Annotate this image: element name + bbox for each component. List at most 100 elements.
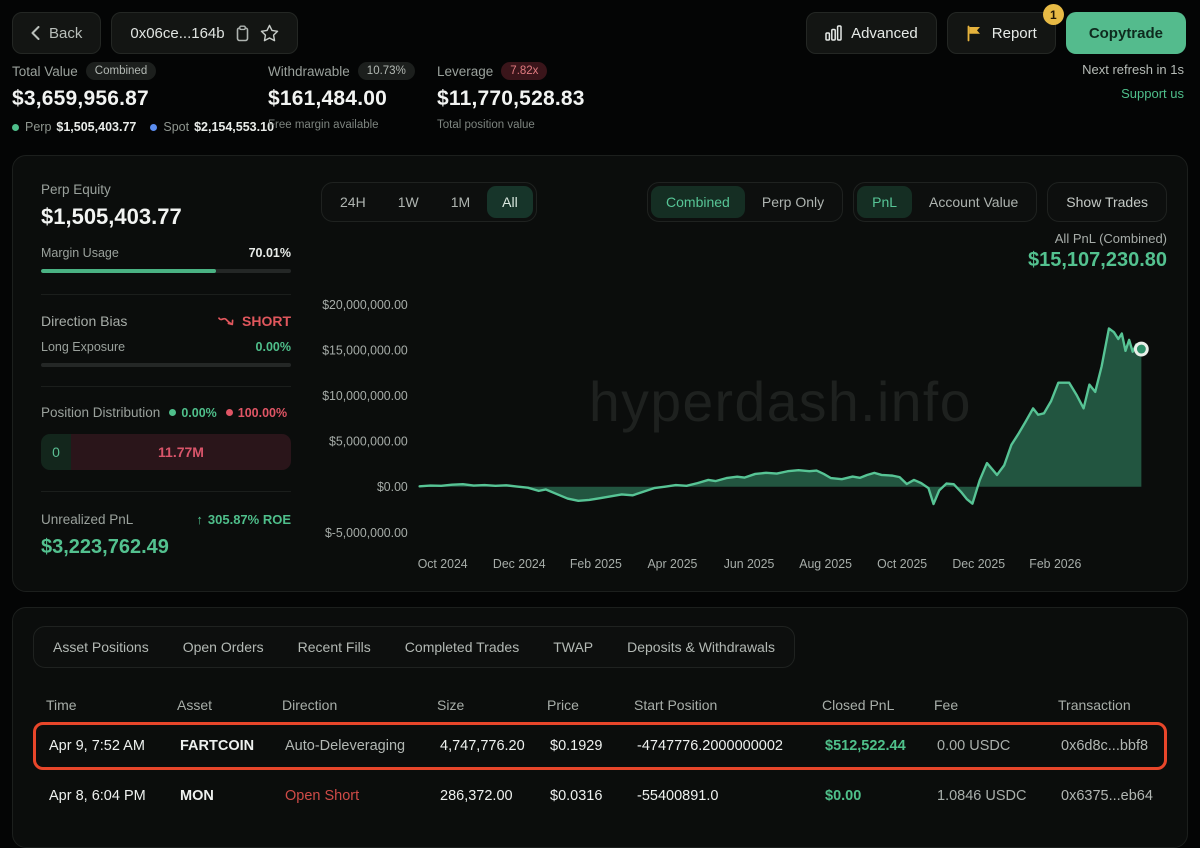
cell-asset: MON [180, 788, 214, 804]
long-pct: 0.00% [181, 405, 217, 420]
x-tick-label: Aug 2025 [799, 557, 852, 571]
support-us-link[interactable]: Support us [1121, 86, 1184, 101]
tab-24h[interactable]: 24H [325, 186, 381, 218]
refresh-block: Next refresh in 1s Support us [1082, 62, 1184, 101]
back-label: Back [49, 24, 83, 42]
cell-asset: FARTCOIN [180, 738, 255, 754]
perp-equity-label: Perp Equity [41, 182, 111, 197]
tab-perp-only[interactable]: Perp Only [747, 186, 839, 218]
report-count-badge: 1 [1042, 4, 1064, 25]
x-tick-label: Oct 2025 [877, 557, 927, 571]
divider [41, 294, 291, 295]
chevron-left-icon [31, 26, 40, 40]
long-exposure-value: 0.00% [255, 340, 291, 354]
wallet-address: 0x06ce...164b [130, 24, 225, 42]
copytrade-button[interactable]: Copytrade [1065, 12, 1186, 54]
leverage-sub: Total position value [437, 119, 535, 131]
cell-direction: Auto-Deleveraging [285, 738, 406, 754]
tab-completed-trades[interactable]: Completed Trades [389, 630, 535, 664]
bar-chart-icon [825, 25, 842, 41]
x-tick-label: Dec 2024 [493, 557, 546, 571]
tab-open-orders[interactable]: Open Orders [167, 630, 280, 664]
y-tick-label: $15,000,000.00 [322, 343, 408, 357]
portfolio-sidebar: Perp Equity $1,505,403.77 Margin Usage 7… [41, 182, 291, 575]
position-distribution-label: Position Distribution [41, 405, 161, 420]
tab-combined[interactable]: Combined [651, 186, 745, 218]
pnl-chart[interactable]: hyperdash.info $20,000,000.00 $15,000,000.… [321, 274, 1167, 575]
col-direction: Direction [282, 697, 338, 713]
perp-value: $1,505,403.77 [56, 120, 137, 134]
cell-start-position: -55400891.0 [637, 788, 719, 804]
short-pct: 100.00% [237, 405, 288, 420]
y-tick-label: $5,000,000.00 [329, 435, 408, 449]
margin-usage-bar [41, 269, 291, 273]
direction-bias-value: SHORT [242, 313, 291, 329]
table-row[interactable]: Apr 8, 6:04 PM MON Open Short 286,372.00 $0.… [33, 772, 1167, 820]
star-icon[interactable] [260, 24, 279, 42]
x-tick-label: Feb 2025 [570, 557, 622, 571]
advanced-button[interactable]: Advanced [806, 12, 937, 54]
y-tick-label: $20,000,000.00 [322, 298, 408, 312]
cell-tx[interactable]: 0x6d8c...bbf8 [1061, 738, 1149, 754]
margin-usage-label: Margin Usage [41, 246, 119, 260]
col-closed-pnl: Closed PnL [822, 697, 895, 713]
copy-icon[interactable] [235, 25, 250, 42]
leverage-label: Leverage [437, 63, 494, 79]
tab-all[interactable]: All [487, 186, 533, 218]
margin-usage-fill [41, 269, 217, 273]
cell-price: $0.0316 [550, 788, 603, 804]
x-tick-label: Apr 2025 [647, 557, 697, 571]
leverage-stat: Leverage 7.82x $11,770,528.83 Total posi… [437, 62, 585, 131]
tab-twap[interactable]: TWAP [537, 630, 609, 664]
total-value-label: Total Value [12, 63, 78, 79]
trades-panel: Asset Positions Open Orders Recent Fills… [12, 607, 1188, 848]
withdrawable-sub: Free margin available [268, 119, 379, 131]
report-button[interactable]: Report 1 [946, 4, 1064, 54]
perp-equity-value: $1,505,403.77 [41, 204, 182, 229]
col-transaction: Transaction [1058, 697, 1131, 713]
show-trades-button[interactable]: Show Trades [1047, 182, 1167, 222]
back-button[interactable]: Back [12, 12, 102, 54]
leverage-badge: 7.82x [501, 62, 548, 80]
table-body: Apr 9, 7:52 AM FARTCOIN Auto-Deleveraging 4… [33, 722, 1167, 820]
copytrade-label: Copytrade [1088, 24, 1163, 42]
withdrawable-value: $161,484.00 [268, 87, 387, 110]
cell-closed-pnl: $512,522.44 [825, 738, 906, 754]
unrealized-pnl-label: Unrealized PnL [41, 512, 134, 527]
flag-icon [967, 25, 980, 41]
x-tick-label: Jun 2025 [724, 557, 775, 571]
report-label: Report [991, 24, 1037, 42]
combined-badge: Combined [85, 62, 157, 80]
withdrawable-stat: Withdrawable 10.73% $161,484.00 Free mar… [268, 62, 415, 131]
col-asset: Asset [177, 697, 213, 713]
table-row[interactable]: Apr 9, 7:52 AM FARTCOIN Auto-Deleveraging 4… [33, 722, 1167, 770]
tab-recent-fills[interactable]: Recent Fills [282, 630, 387, 664]
cell-time: Apr 9, 7:52 AM [49, 738, 145, 754]
next-refresh-text: Next refresh in 1s [1082, 62, 1184, 77]
unrealized-pnl-value: $3,223,762.49 [41, 536, 169, 558]
spot-label: Spot [163, 120, 190, 134]
withdrawable-label: Withdrawable [268, 63, 350, 79]
cell-tx[interactable]: 0x6375...eb64 [1061, 788, 1153, 804]
chart-area: 24H 1W 1M All Combined Perp Only PnL Acc… [321, 182, 1167, 575]
y-tick-label: $10,000,000.00 [322, 389, 408, 403]
end-marker [1133, 341, 1149, 357]
pnl-line [418, 327, 1143, 506]
perp-label: Perp [25, 120, 52, 134]
col-size: Size [437, 697, 465, 713]
chart-current-value: $15,107,230.80 [1027, 249, 1167, 271]
margin-usage-value: 70.01% [248, 246, 291, 260]
tab-account-value[interactable]: Account Value [914, 186, 1033, 218]
tab-pnl[interactable]: PnL [857, 186, 913, 218]
col-fee: Fee [934, 697, 959, 713]
cell-price: $0.1929 [550, 738, 603, 754]
tab-1w[interactable]: 1W [383, 186, 434, 218]
withdrawable-badge: 10.73% [357, 62, 415, 80]
wallet-address-pill[interactable]: 0x06ce...164b [111, 12, 298, 54]
tab-deposits-withdrawals[interactable]: Deposits & Withdrawals [611, 630, 791, 664]
roe-value: 305.87% ROE [207, 512, 291, 527]
tab-1m[interactable]: 1M [436, 186, 485, 218]
x-tick-label: Oct 2024 [418, 557, 468, 571]
col-price: Price [547, 697, 579, 713]
tab-asset-positions[interactable]: Asset Positions [37, 630, 165, 664]
